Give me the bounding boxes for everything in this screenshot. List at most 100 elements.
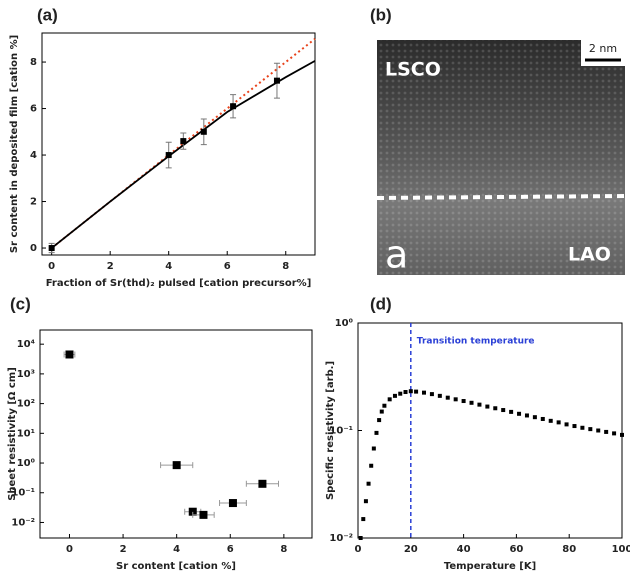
data-point	[408, 389, 413, 394]
data-point	[548, 418, 553, 423]
panel-title: (a)	[37, 5, 58, 24]
chart-panel: (a) 0 2 4 6 8 0 2 4 6 8 Fraction of Sr(thd)₂ pulsed…	[9, 5, 316, 289]
x-tick-label: 8	[282, 261, 289, 272]
x-tick-label: 6	[224, 261, 231, 272]
y-tick-label: 10⁴	[17, 339, 35, 350]
data-point	[556, 420, 561, 425]
y-tick-label: 10³	[17, 369, 35, 380]
panel-title: (c)	[10, 294, 31, 313]
x-axis-label: Temperature [K]	[444, 561, 536, 572]
y-axis-label: Specific resistivity [arb.]	[325, 361, 336, 500]
y-axis-label: Sheet resistivity [Ω cm]	[7, 367, 18, 501]
data-point	[604, 429, 609, 434]
x-tick-label: 100	[612, 544, 630, 555]
data-point	[580, 425, 585, 430]
data-point	[273, 77, 280, 84]
x-tick-label: 0	[355, 544, 362, 555]
x-tick-label: 2	[107, 261, 114, 272]
data-point	[461, 399, 466, 404]
x-tick-label: 0	[48, 261, 55, 272]
data-point	[379, 409, 384, 414]
annotation: Transition temperature	[417, 337, 535, 347]
data-point	[620, 432, 624, 437]
scale-bar-label: 2 nm	[589, 42, 617, 55]
y-tick-label: 10⁰	[17, 458, 35, 469]
data-point	[509, 409, 514, 414]
data-point	[477, 402, 482, 407]
data-point	[199, 510, 208, 519]
data-point	[65, 350, 74, 359]
y-tick-label: 10¹	[17, 428, 35, 439]
panel-label: (b)	[370, 5, 392, 24]
data-point	[172, 461, 181, 470]
data-point	[429, 392, 434, 397]
data-point	[366, 481, 371, 486]
data-point	[358, 536, 363, 540]
plot-frame	[39, 329, 313, 539]
x-tick-label: 60	[509, 544, 523, 555]
data-point	[414, 389, 419, 394]
data-point	[48, 245, 55, 252]
data-point	[485, 404, 490, 409]
data-point	[572, 424, 577, 429]
fit-line	[51, 60, 316, 249]
data-point	[258, 479, 267, 488]
x-tick-label: 2	[120, 544, 127, 555]
scale-bar-box	[581, 40, 625, 66]
x-tick-label: 0	[66, 544, 73, 555]
data-point	[382, 403, 387, 408]
x-tick-label: 80	[562, 544, 576, 555]
data-point	[200, 128, 207, 135]
x-axis-label: Fraction of Sr(thd)₂ pulsed [cation prec…	[46, 278, 312, 289]
chart-panel: (d) 0 20 40 60 80 100 10⁻² 10⁻¹ 10⁰ Temperature [K…	[325, 294, 630, 572]
y-tick-label: 10⁻¹	[11, 488, 35, 499]
y-tick-label: 0	[30, 243, 37, 254]
y-tick-label: 10²	[17, 399, 35, 410]
y-tick-label: 8	[30, 57, 37, 68]
x-tick-label: 40	[457, 544, 471, 555]
data-point	[403, 390, 408, 395]
data-point	[588, 427, 593, 432]
data-point	[374, 430, 379, 435]
panel-title: (d)	[370, 294, 392, 313]
data-point	[371, 446, 376, 451]
layer-label: LSCO	[385, 59, 441, 81]
data-point	[469, 400, 474, 405]
data-point	[363, 499, 368, 504]
data-point	[564, 422, 569, 427]
data-point	[532, 415, 537, 420]
data-point	[501, 408, 506, 413]
data-point	[422, 390, 426, 395]
data-point	[437, 393, 442, 398]
data-point	[188, 507, 197, 516]
image-letter: a	[385, 233, 408, 277]
data-point	[228, 499, 237, 508]
y-tick-label: 2	[30, 197, 37, 208]
chart-panel: (c) 0 2 4 6 8 10⁻² 10⁻¹ 10⁰ 10¹ 10² 10³ 10⁴ Sr conten…	[7, 294, 313, 572]
data-point	[612, 431, 617, 436]
data-point	[392, 393, 397, 398]
data-point	[445, 395, 450, 400]
x-tick-label: 4	[173, 544, 180, 555]
data-point	[540, 416, 545, 421]
layer-label: LAO	[568, 244, 611, 266]
y-tick-label: 10⁰	[335, 318, 353, 329]
data-point	[596, 428, 601, 433]
plot-frame	[357, 322, 623, 539]
data-point	[398, 391, 403, 396]
data-point	[453, 397, 458, 402]
y-tick-label: 10⁻²	[329, 533, 353, 544]
x-tick-label: 8	[280, 544, 287, 555]
lattice-texture	[377, 40, 625, 275]
data-point	[230, 103, 237, 110]
y-tick-label: 4	[30, 150, 37, 161]
interface-line	[376, 194, 626, 200]
y-tick-label: 10⁻²	[11, 517, 35, 528]
x-tick-label: 20	[404, 544, 418, 555]
micrograph-panel: (b) 2 nm LSCO LAO a	[370, 5, 626, 277]
data-point	[361, 517, 366, 522]
x-tick-label: 6	[227, 544, 234, 555]
x-axis-label: Sr content [cation %]	[116, 561, 236, 572]
data-point	[165, 152, 172, 159]
